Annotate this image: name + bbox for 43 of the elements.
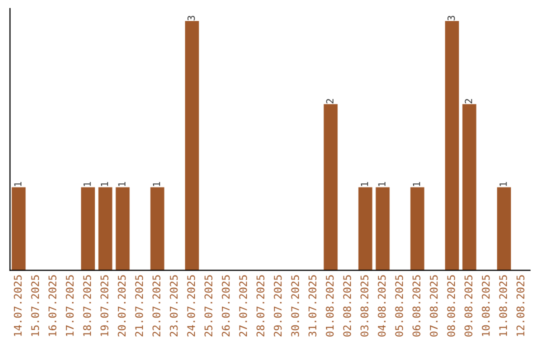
data-label: 1 bbox=[412, 182, 420, 186]
data-label: 1 bbox=[378, 182, 386, 186]
x-tick-label: 12.08.2025 bbox=[516, 275, 524, 336]
data-label: 2 bbox=[464, 99, 472, 104]
data-label: 1 bbox=[118, 182, 126, 186]
data-label: 1 bbox=[84, 182, 91, 186]
x-tick-label: 10.08.2025 bbox=[482, 275, 490, 336]
x-tick-label: 16.07.2025 bbox=[48, 275, 56, 336]
x-tick-label: 03.08.2025 bbox=[360, 275, 368, 336]
data-label: 1 bbox=[100, 182, 108, 186]
data-label: 1 bbox=[500, 182, 507, 186]
x-tick-label: 11.08.2025 bbox=[499, 275, 508, 336]
x-tick-label: 18.07.2025 bbox=[83, 275, 92, 336]
x-tick-label: 29.07.2025 bbox=[274, 275, 282, 336]
data-label: 1 bbox=[14, 182, 22, 186]
x-tick-label: 30.07.2025 bbox=[291, 275, 300, 336]
data-label: 3 bbox=[448, 16, 455, 20]
x-tick-label: 26.07.2025 bbox=[222, 275, 230, 336]
x-tick-label: 28.07.2025 bbox=[256, 275, 264, 336]
x-tick-label: 07.08.2025 bbox=[430, 275, 438, 336]
x-tick-label: 09.08.2025 bbox=[464, 275, 472, 336]
x-tick-label: 14.07.2025 bbox=[14, 275, 22, 336]
x-tick-label: 15.07.2025 bbox=[31, 275, 40, 336]
x-tick-label: 05.08.2025 bbox=[395, 275, 404, 336]
x-tick-label: 22.07.2025 bbox=[152, 275, 160, 336]
x-tick-label: 21.07.2025 bbox=[135, 275, 144, 336]
x-tick-label: 06.08.2025 bbox=[412, 275, 420, 336]
x-tick-label: 17.07.2025 bbox=[66, 275, 74, 336]
x-tick-label: 04.08.2025 bbox=[378, 275, 386, 336]
x-tick-label: 24.07.2025 bbox=[187, 275, 196, 336]
data-label: 1 bbox=[360, 182, 368, 186]
x-tick-label: 02.08.2025 bbox=[343, 275, 352, 336]
x-tick-label: 31.07.2025 bbox=[308, 275, 316, 336]
data-label: 3 bbox=[187, 16, 195, 20]
x-tick-label: 08.08.2025 bbox=[447, 275, 456, 336]
x-tick-label: 25.07.2025 bbox=[204, 275, 212, 336]
data-label: 2 bbox=[326, 99, 334, 104]
x-tick-label: 27.07.2025 bbox=[239, 275, 248, 336]
x-tick-label: 01.08.2025 bbox=[326, 275, 334, 336]
x-tick-label: 23.07.2025 bbox=[170, 275, 178, 336]
x-tick-label: 20.07.2025 bbox=[118, 275, 126, 336]
x-tick-label: 19.07.2025 bbox=[100, 275, 108, 336]
data-label: 1 bbox=[152, 182, 160, 186]
